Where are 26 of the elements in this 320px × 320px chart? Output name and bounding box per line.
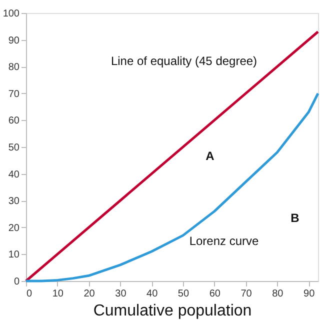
x-tick-label: 70 [240, 288, 252, 300]
x-tick-label: 30 [115, 288, 127, 300]
x-tick-label: 10 [52, 288, 64, 300]
x-tick-label: 20 [84, 288, 96, 300]
x-tick-label: 50 [178, 288, 190, 300]
y-tick-label: 50 [8, 142, 20, 154]
annotation: Line of equality (45 degree) [110, 54, 258, 68]
y-tick-label: 30 [8, 196, 20, 208]
y-tick-label: 90 [8, 35, 20, 46]
y-tick-label: 20 [8, 222, 20, 234]
x-tick-label: 80 [272, 288, 284, 300]
x-tick-label: 90 [304, 288, 316, 300]
y-tick-label: 40 [8, 169, 20, 180]
y-tick-label: 0 [14, 276, 20, 288]
y-tick-label: 70 [8, 88, 20, 100]
annotation: Lorenz curve [189, 234, 260, 248]
x-tick-label: 60 [209, 288, 221, 300]
y-tick-label: 60 [8, 116, 20, 127]
y-tick-label: 100 [2, 8, 20, 20]
x-tick-label: 40 [146, 288, 158, 300]
annotation: A [206, 149, 215, 163]
x-tick-label: 0 [26, 288, 32, 300]
y-tick-label: 10 [8, 250, 20, 261]
y-tick-label: 80 [8, 62, 20, 74]
annotation: B [290, 211, 300, 225]
x-axis-title: Cumulative population [93, 302, 252, 320]
